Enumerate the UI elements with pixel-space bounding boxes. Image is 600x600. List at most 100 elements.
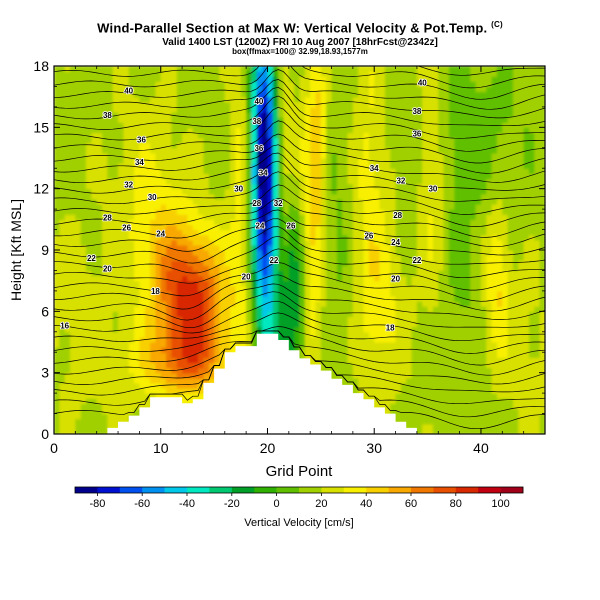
theta-contour [54, 209, 545, 248]
potential-temperature-contours [54, 66, 545, 430]
theta-contour [54, 226, 545, 265]
colorbar-tick-label: -60 [134, 498, 150, 510]
contour-label: 30 [428, 185, 437, 194]
contour-label: 28 [252, 199, 261, 208]
colorbar-segment [254, 487, 277, 493]
contour-label: 32 [396, 177, 405, 186]
theta-contour [54, 218, 545, 256]
contour-label: 38 [252, 117, 261, 126]
contour-label: 24 [156, 230, 165, 239]
x-tick-label: 30 [366, 440, 382, 456]
y-tick-label: 9 [41, 242, 49, 258]
colorbar-segment [411, 487, 434, 493]
theta-contour [54, 152, 545, 191]
theta-contour [54, 106, 545, 152]
y-tick-label: 6 [41, 303, 49, 319]
colorbar-segment [209, 487, 233, 493]
contour-label: 38 [412, 107, 421, 116]
colorbar-label: Vertical Velocity [cm/s] [244, 517, 353, 529]
theta-contour [54, 69, 545, 110]
copyright-mark: (C) [491, 20, 503, 29]
theta-contour [54, 133, 545, 174]
theta-contour [54, 330, 545, 376]
colorbar-segment [433, 487, 457, 493]
theta-contour [54, 160, 545, 202]
y-tick-label: 15 [33, 119, 49, 135]
theta-contour [54, 198, 545, 238]
theta-contour [54, 274, 545, 312]
y-tick-label: 12 [33, 181, 49, 197]
colorbar-segment [75, 487, 98, 493]
contour-label: 40 [124, 87, 133, 96]
colorbar: -80 -60 -40 -20 0 20 40 60 80 100 [74, 486, 524, 510]
contour-label: 24 [391, 238, 400, 247]
colorbar-segment [187, 487, 210, 493]
y-tick-label: 18 [33, 58, 49, 74]
theta-contour [54, 262, 545, 302]
contour-label: 18 [386, 324, 395, 333]
theta-contour [54, 300, 545, 342]
contour-label: 36 [137, 136, 146, 145]
colorbar-segment [321, 487, 345, 493]
colorbar-tick-label: 80 [450, 498, 462, 510]
x-tick-label: 40 [473, 440, 489, 456]
contour-label: 34 [259, 168, 268, 177]
contour-label: 20 [103, 264, 112, 273]
contour-label: 20 [242, 273, 251, 282]
theta-contour [54, 144, 545, 183]
contour-label: 22 [87, 254, 96, 263]
theta-contour [54, 326, 545, 366]
colorbar-segment [343, 487, 367, 493]
colorbar-segment [455, 487, 479, 493]
x-tick-label: 0 [50, 440, 58, 456]
theta-contour [54, 171, 545, 215]
colorbar-tick-label: -40 [179, 498, 195, 510]
contour-label: 34 [135, 158, 144, 167]
contour-label: 22 [269, 256, 278, 265]
colorbar-segment [388, 487, 412, 493]
colorbar-segment [142, 487, 165, 493]
contour-labels: 40 38 36 34 32 30 28 26 24 22 20 18 16 40 38 36 34 30 28 32… [59, 78, 438, 334]
contour-label: 28 [103, 213, 112, 222]
terrain-shape [54, 333, 545, 434]
colorbar-segment [366, 487, 389, 493]
colorbar-segment [164, 487, 188, 493]
y-tick-label: 3 [41, 365, 49, 381]
theta-contour [54, 95, 545, 139]
theta-contour [54, 66, 545, 100]
contour-label: 40 [418, 78, 427, 87]
theta-contour [54, 66, 545, 89]
y-axis-label: Height [Kft MSL] [8, 199, 24, 301]
colorbar-tick-label: 20 [315, 498, 327, 510]
theta-contour [54, 120, 545, 164]
contour-label: 40 [254, 97, 263, 106]
theta-contour [54, 291, 545, 329]
contour-label: 24 [256, 222, 265, 231]
contour-label: 34 [370, 164, 379, 173]
colorbar-tick-label: -80 [89, 498, 105, 510]
colorbar-segment [478, 487, 501, 493]
contour-label: 32 [124, 181, 133, 190]
colorbar-tick-label: -20 [224, 498, 240, 510]
contour-label: 36 [412, 130, 421, 139]
contour-label: 26 [287, 222, 296, 231]
chart-box-info: box(ffmax=100@ 32.99,18.93,1577m [232, 47, 368, 56]
colorbar-segment [276, 487, 300, 493]
contour-label: 26 [122, 224, 131, 233]
contour-label: 32 [274, 199, 283, 208]
x-tick-label: 10 [153, 440, 169, 456]
theta-contour [104, 66, 545, 76]
terrain-mask [54, 333, 545, 434]
contour-label: 16 [60, 322, 69, 331]
theta-contour [54, 86, 545, 127]
contour-label: 18 [151, 287, 160, 296]
colorbar-frame [74, 486, 524, 494]
contour-label: 26 [364, 232, 373, 241]
contour-label: 30 [148, 193, 157, 202]
y-tick-label: 0 [41, 426, 49, 442]
contour-label: 36 [254, 144, 263, 153]
theta-contour [54, 283, 545, 321]
x-tick-label: 20 [260, 440, 276, 456]
